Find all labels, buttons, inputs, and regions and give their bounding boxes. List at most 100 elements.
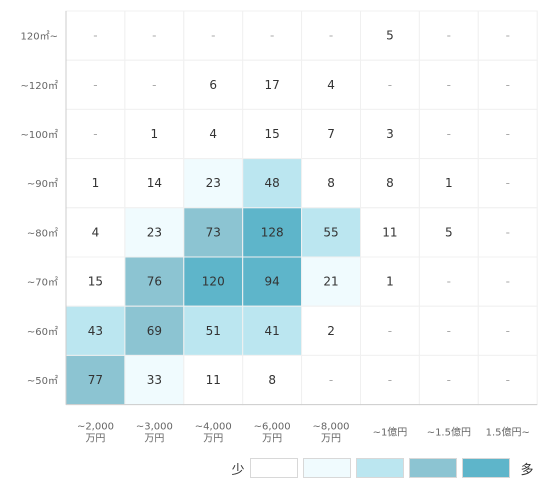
cell-value: 4 bbox=[209, 127, 217, 141]
cell-value: - bbox=[506, 373, 510, 387]
cell-value: 2 bbox=[327, 324, 335, 338]
cell-value: 11 bbox=[382, 225, 397, 239]
cell-value: - bbox=[211, 29, 215, 43]
column-label: 万円 bbox=[262, 434, 282, 445]
cell-value: - bbox=[506, 225, 510, 239]
row-label: ~70㎡ bbox=[27, 277, 58, 289]
column-label: 万円 bbox=[203, 434, 223, 445]
color-legend: 少 多 bbox=[226, 457, 539, 479]
heatmap-cell bbox=[360, 108, 420, 160]
cell-value: - bbox=[93, 78, 97, 92]
cell-value: - bbox=[93, 127, 97, 141]
cell-value: 7 bbox=[327, 127, 335, 141]
row-label: ~60㎡ bbox=[27, 326, 58, 338]
cell-value: - bbox=[506, 29, 510, 43]
cell-value: 94 bbox=[265, 275, 280, 289]
heatmap-cell bbox=[301, 108, 362, 160]
heatmap-cell bbox=[183, 305, 244, 356]
cell-value: 5 bbox=[445, 225, 453, 239]
cell-value: 17 bbox=[265, 78, 280, 92]
cell-value: 1 bbox=[386, 275, 394, 289]
cell-value: 14 bbox=[147, 176, 162, 190]
cell-value: 48 bbox=[265, 176, 280, 190]
cell-value: - bbox=[329, 373, 333, 387]
heatmap-cell bbox=[301, 256, 362, 307]
legend-low-label: 少 bbox=[231, 462, 245, 478]
cell-value: 73 bbox=[206, 225, 221, 239]
heatmap-cell bbox=[65, 158, 126, 209]
cell-value: - bbox=[270, 29, 274, 43]
heatmap-chart: - - - - -5- -- -6 17 4- - -- 1 4 15 7 3- -1 14 23 48 8 8 1 -4 23… bbox=[21, 10, 538, 445]
cell-value: 55 bbox=[323, 225, 338, 239]
cell-value: - bbox=[93, 29, 97, 43]
heatmap-cell bbox=[242, 108, 303, 160]
heatmap-cell bbox=[124, 59, 185, 110]
cell-value: - bbox=[447, 373, 451, 387]
column-label: ~2,000 bbox=[77, 422, 114, 433]
heatmap-cell bbox=[418, 207, 479, 258]
cell-value: - bbox=[152, 78, 156, 92]
cell-value: - bbox=[506, 176, 510, 190]
cell-value: 8 bbox=[386, 176, 394, 190]
heatmap-cell bbox=[301, 354, 362, 406]
heatmap-cell bbox=[301, 158, 362, 209]
column-label: ~8,000 bbox=[313, 422, 350, 433]
cell-value: 69 bbox=[147, 324, 162, 338]
cell-value: 1 bbox=[445, 176, 453, 190]
column-label: ~4,000 bbox=[195, 422, 232, 433]
cell-value: - bbox=[447, 324, 451, 338]
heatmap-cell bbox=[124, 108, 185, 160]
row-label: ~120㎡ bbox=[21, 80, 58, 92]
cell-value: 23 bbox=[147, 225, 162, 239]
heatmap-cell bbox=[124, 305, 185, 356]
heatmap-cell bbox=[183, 10, 244, 61]
heatmap-cell bbox=[183, 158, 244, 209]
heatmap-cell bbox=[242, 207, 303, 258]
heatmap-cell bbox=[360, 305, 420, 356]
cell-value: 43 bbox=[88, 324, 103, 338]
legend-swatch-4 bbox=[409, 458, 457, 478]
row-label: ~90㎡ bbox=[27, 178, 58, 190]
heatmap-cell bbox=[242, 158, 303, 209]
cell-value: - bbox=[388, 324, 392, 338]
cell-value: 51 bbox=[206, 324, 221, 338]
heatmap-cell bbox=[301, 207, 362, 258]
cell-value: - bbox=[447, 29, 451, 43]
heatmap-cell bbox=[183, 256, 244, 307]
heatmap-cell bbox=[477, 256, 538, 307]
column-label: ~3,000 bbox=[136, 422, 173, 433]
cell-value: 8 bbox=[327, 176, 335, 190]
cell-value: 1 bbox=[92, 176, 100, 190]
cell-value: 5 bbox=[386, 29, 394, 43]
column-label: ~6,000 bbox=[254, 422, 291, 433]
column-label: 1.5億円~ bbox=[486, 426, 530, 439]
heatmap-cell bbox=[242, 59, 303, 110]
column-label: 万円 bbox=[321, 434, 341, 445]
cell-value: - bbox=[506, 275, 510, 289]
cell-value: - bbox=[447, 275, 451, 289]
heatmap-cell bbox=[418, 108, 479, 160]
cell-value: 21 bbox=[323, 275, 338, 289]
cell-value: 41 bbox=[265, 324, 280, 338]
cell-value: 33 bbox=[147, 373, 162, 387]
heatmap-cell bbox=[183, 108, 244, 160]
cell-value: 4 bbox=[92, 225, 100, 239]
cell-value: 4 bbox=[327, 78, 335, 92]
row-label: 120㎡~ bbox=[21, 31, 58, 43]
heatmap-cell bbox=[477, 207, 538, 258]
cell-value: 3 bbox=[386, 127, 394, 141]
row-label: ~100㎡ bbox=[21, 129, 58, 141]
heatmap-cell bbox=[183, 354, 244, 406]
row-label: ~80㎡ bbox=[27, 227, 58, 239]
heatmap-cell bbox=[477, 59, 538, 110]
legend-swatch-3 bbox=[356, 458, 404, 478]
heatmap-cell bbox=[65, 305, 126, 356]
heatmap-cell bbox=[360, 10, 420, 61]
cell-value: 76 bbox=[147, 275, 162, 289]
cell-value: - bbox=[506, 78, 510, 92]
legend-high-label: 多 bbox=[520, 462, 534, 478]
cell-value: - bbox=[447, 78, 451, 92]
cell-value: - bbox=[506, 324, 510, 338]
cell-value: 1 bbox=[151, 127, 159, 141]
heatmap-cell bbox=[418, 305, 479, 356]
